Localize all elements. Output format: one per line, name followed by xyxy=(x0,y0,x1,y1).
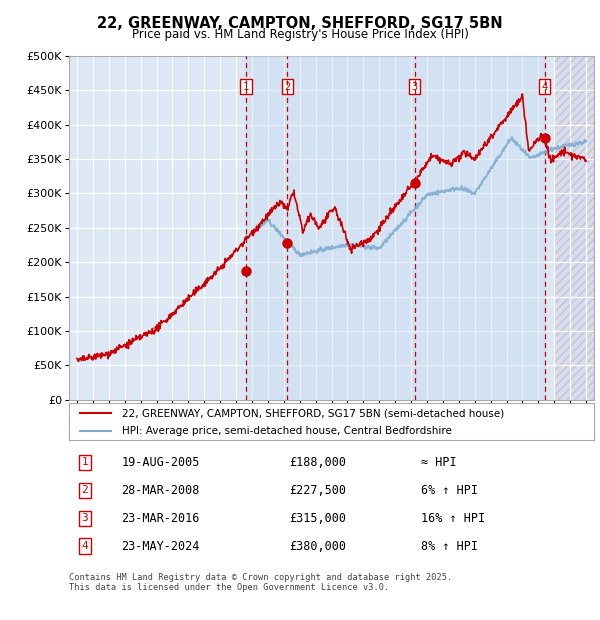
Text: 22, GREENWAY, CAMPTON, SHEFFORD, SG17 5BN: 22, GREENWAY, CAMPTON, SHEFFORD, SG17 5B… xyxy=(97,16,503,30)
Text: 2: 2 xyxy=(284,82,290,92)
Bar xyxy=(246,56,545,400)
Text: £380,000: £380,000 xyxy=(290,540,347,553)
Text: 1: 1 xyxy=(82,458,88,467)
Text: Price paid vs. HM Land Registry's House Price Index (HPI): Price paid vs. HM Land Registry's House … xyxy=(131,28,469,41)
Text: 16% ↑ HPI: 16% ↑ HPI xyxy=(421,512,485,525)
Bar xyxy=(554,56,594,400)
Text: 6% ↑ HPI: 6% ↑ HPI xyxy=(421,484,478,497)
Text: 4: 4 xyxy=(541,82,548,92)
Text: 4: 4 xyxy=(82,541,88,551)
Text: 19-AUG-2005: 19-AUG-2005 xyxy=(121,456,200,469)
Text: £227,500: £227,500 xyxy=(290,484,347,497)
Bar xyxy=(554,56,594,400)
Text: 8% ↑ HPI: 8% ↑ HPI xyxy=(421,540,478,553)
Text: 23-MAY-2024: 23-MAY-2024 xyxy=(121,540,200,553)
Text: 3: 3 xyxy=(412,82,418,92)
Text: 1: 1 xyxy=(243,82,249,92)
Text: 22, GREENWAY, CAMPTON, SHEFFORD, SG17 5BN (semi-detached house): 22, GREENWAY, CAMPTON, SHEFFORD, SG17 5B… xyxy=(121,409,504,419)
Text: ≈ HPI: ≈ HPI xyxy=(421,456,457,469)
Text: £315,000: £315,000 xyxy=(290,512,347,525)
Text: HPI: Average price, semi-detached house, Central Bedfordshire: HPI: Average price, semi-detached house,… xyxy=(121,426,451,436)
Text: 28-MAR-2008: 28-MAR-2008 xyxy=(121,484,200,497)
Text: £188,000: £188,000 xyxy=(290,456,347,469)
Text: Contains HM Land Registry data © Crown copyright and database right 2025.
This d: Contains HM Land Registry data © Crown c… xyxy=(69,573,452,592)
Text: 3: 3 xyxy=(82,513,88,523)
Text: 23-MAR-2016: 23-MAR-2016 xyxy=(121,512,200,525)
Text: 2: 2 xyxy=(82,485,88,495)
